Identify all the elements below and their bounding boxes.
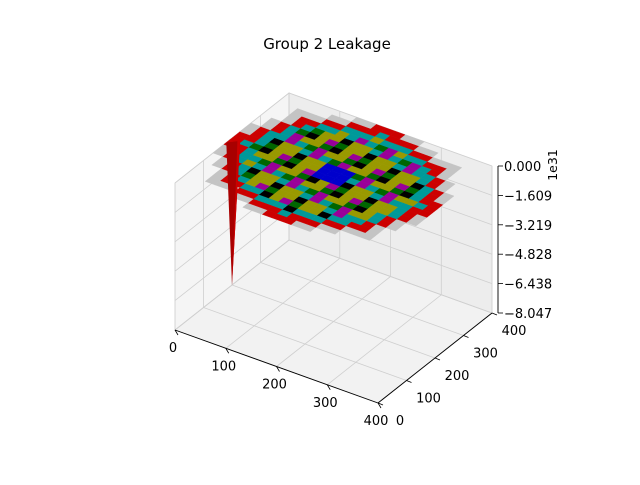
z-tick-label: −4.828: [504, 248, 552, 263]
surface-cell: [326, 114, 343, 123]
spike: [226, 133, 241, 285]
y-tick-label: 300: [473, 347, 498, 362]
z-tick-label: −1.609: [504, 189, 552, 204]
spike-face: [232, 133, 241, 285]
x-tick-mark: [174, 329, 179, 336]
x-tick-mark: [377, 402, 382, 409]
x-tick-label: 400: [364, 414, 389, 429]
z-offset-label: 1e31: [545, 149, 560, 181]
y-tick-mark: [406, 380, 412, 383]
surface: [204, 108, 463, 241]
x-axis-ticks: 0 100 200 300 400: [169, 329, 389, 429]
z-tick-label: 0.000: [504, 160, 541, 175]
z-axis-ticks: 0.000 −1.609 −3.219 −4.828 −6.438 −8.047: [498, 160, 552, 322]
y-tick-mark: [377, 402, 384, 406]
x-tick-label: 300: [313, 396, 338, 411]
y-tick-label: 400: [502, 324, 527, 339]
x-tick-mark: [276, 366, 280, 372]
z-tick-label: −6.438: [504, 278, 552, 293]
x-tick-mark: [225, 348, 230, 354]
y-tick-mark: [491, 312, 498, 316]
surface-cell: [291, 108, 308, 117]
y-tick-label: 100: [416, 392, 441, 407]
x-tick-label: 0: [169, 341, 177, 356]
grid-line: [174, 239, 493, 331]
chart-title: Group 2 Leakage: [263, 35, 391, 53]
surface-cell: [265, 117, 282, 126]
y-tick-mark: [434, 357, 441, 361]
x-tick-label: 200: [262, 378, 287, 393]
surface-cell: [245, 122, 262, 132]
x-tick-label: 100: [211, 359, 236, 374]
z-tick-label: −8.047: [504, 307, 552, 322]
y-tick-label: 0: [396, 414, 404, 429]
y-tick-mark: [463, 335, 469, 338]
surface-cell: [350, 117, 367, 126]
z-tick-label: −3.219: [504, 219, 552, 234]
y-tick-label: 200: [445, 369, 470, 384]
x-tick-mark: [326, 384, 331, 390]
